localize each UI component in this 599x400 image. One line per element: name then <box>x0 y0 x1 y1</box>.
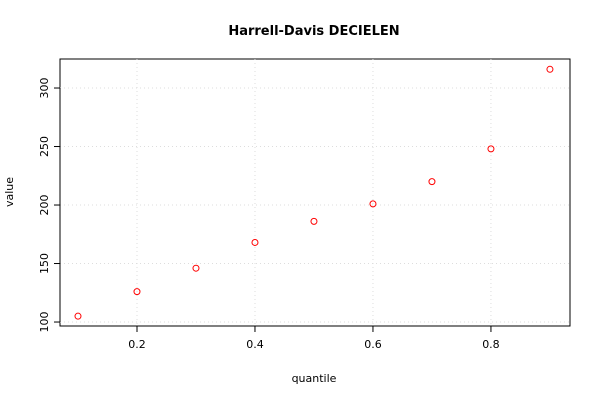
point <box>546 65 554 73</box>
x-axis-label: quantile <box>292 372 337 385</box>
x-tick-label: 0.2 <box>128 338 146 351</box>
point <box>133 288 141 296</box>
x-tick-label: 0.6 <box>364 338 382 351</box>
y-tick-label: 300 <box>38 78 51 99</box>
y-tick-label: 100 <box>38 312 51 333</box>
point <box>487 145 495 153</box>
y-tick-label: 150 <box>38 253 51 274</box>
point <box>251 238 259 246</box>
point <box>74 312 82 320</box>
chart-title: Harrell-Davis DECIELEN <box>228 24 399 39</box>
point <box>428 178 436 186</box>
y-tick-label: 200 <box>38 195 51 216</box>
point <box>310 217 318 225</box>
x-tick-label: 0.8 <box>482 338 500 351</box>
x-tick-label: 0.4 <box>246 338 264 351</box>
point <box>369 200 377 208</box>
y-tick-label: 250 <box>38 136 51 157</box>
point <box>192 264 200 272</box>
y-axis-label: value <box>3 177 16 207</box>
